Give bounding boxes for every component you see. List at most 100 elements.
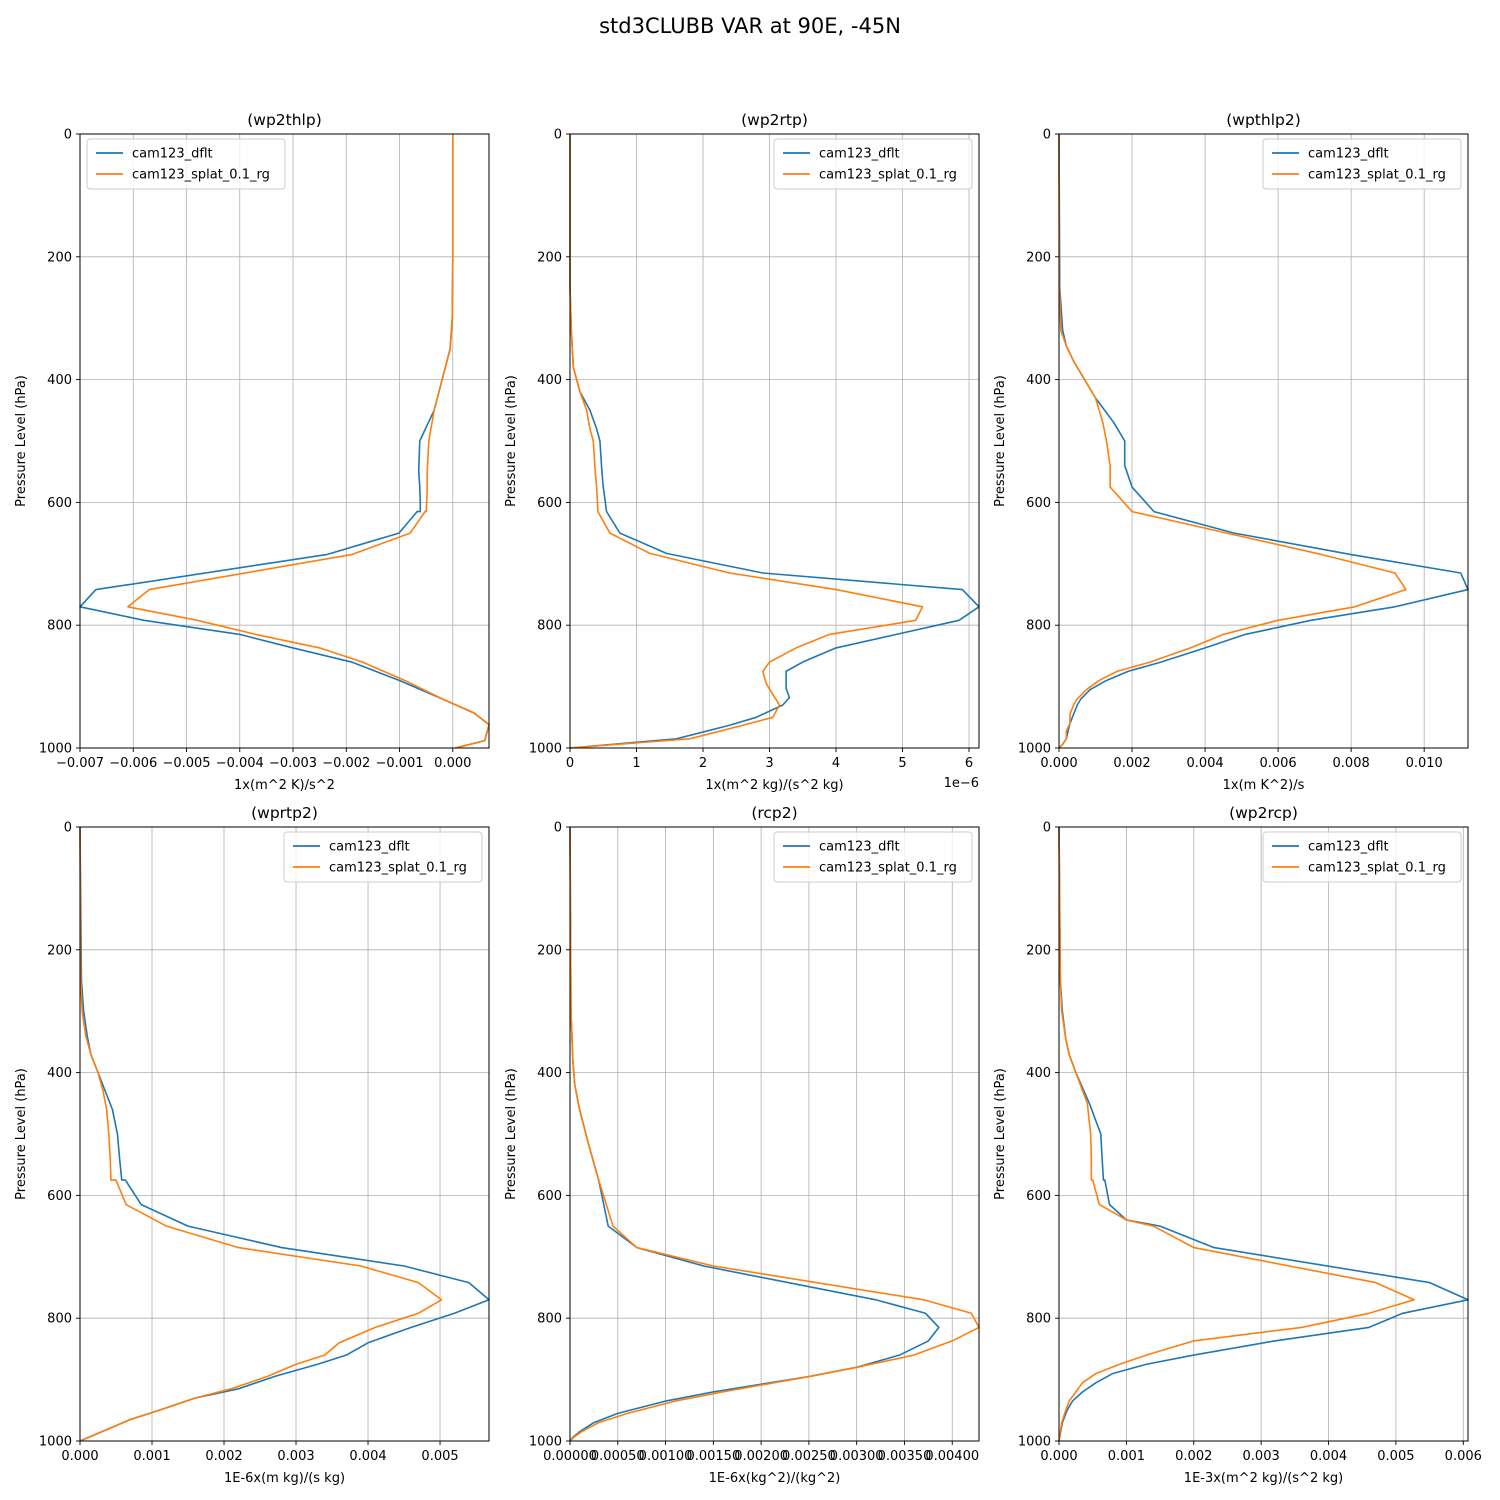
x-tick-label: 0.004 — [349, 1449, 386, 1464]
x-tick-label: 0.00350 — [878, 1449, 932, 1464]
y-tick-label: 200 — [1026, 250, 1051, 265]
legend: cam123_dflt cam123_splat_0.1_rg — [773, 831, 973, 883]
x-tick-label: 0.008 — [1333, 756, 1370, 771]
x-tick-label: −0.004 — [216, 756, 264, 771]
y-tick-label: 1000 — [1018, 1435, 1051, 1450]
y-tick-label: 200 — [47, 943, 72, 958]
y-tick-label: 800 — [1026, 1312, 1051, 1327]
axes-frame — [1058, 133, 1469, 749]
subplot-title: (rcp2) — [751, 804, 797, 822]
y-tick-label: 600 — [47, 1189, 72, 1204]
subplot-title: (wpthlp2) — [1226, 111, 1301, 129]
legend-box — [1262, 138, 1462, 190]
legend-entry: cam123_splat_0.1_rg — [819, 168, 957, 183]
legend-entry: cam123_dflt — [819, 147, 900, 162]
legend-box — [86, 138, 286, 190]
y-tick-label: 200 — [537, 943, 562, 958]
legend-entry: cam123_dflt — [1308, 147, 1389, 162]
x-tick-label: 0.00400 — [925, 1449, 979, 1464]
x-axis-label: 1E-3x(m^2 kg)/(s^2 kg) — [1184, 1471, 1343, 1486]
y-tick-label: 200 — [47, 250, 72, 265]
x-tick-label: 0 — [566, 756, 574, 771]
y-tick-label: 1000 — [39, 1435, 72, 1450]
axes-frame — [1058, 826, 1469, 1442]
x-tick-label: 0.00200 — [734, 1449, 788, 1464]
y-axis-label: Pressure Level (hPa) — [993, 1068, 1008, 1200]
y-axis-label: Pressure Level (hPa) — [993, 375, 1008, 507]
x-tick-label: −0.001 — [375, 756, 423, 771]
plot-area — [1059, 134, 1468, 748]
x-tick-label: 0.000 — [434, 756, 471, 771]
x-tick-label: 0.000 — [1040, 756, 1077, 771]
y-tick-label: 1000 — [529, 1435, 562, 1450]
x-axis-label: 1E-6x(kg^2)/(kg^2) — [709, 1471, 841, 1486]
legend: cam123_dflt cam123_splat_0.1_rg — [86, 138, 286, 190]
legend: cam123_dflt cam123_splat_0.1_rg — [1262, 138, 1462, 190]
series-line-cam123-splat-0-1-rg — [569, 826, 980, 1442]
legend-entry: cam123_dflt — [1308, 840, 1389, 855]
plot-area — [1059, 827, 1468, 1441]
subplot-6: 0.000 0.001 0.002 0.003 0.004 0.005 0.006 0 200 4… — [993, 804, 1482, 1486]
x-tick-label: 0.006 — [1259, 756, 1296, 771]
y-tick-label: 200 — [537, 250, 562, 265]
x-tick-label: −0.006 — [109, 756, 157, 771]
series-line-cam123-splat-0-1-rg — [1058, 826, 1415, 1442]
x-tick-label: 6 — [965, 756, 973, 771]
y-axis-label: Pressure Level (hPa) — [504, 1068, 519, 1200]
subplot-3: 0.000 0.002 0.004 0.006 0.008 0.010 0 200 400 600… — [993, 111, 1469, 793]
subplot-1: −0.007 −0.006 −0.005 −0.004 −0.003 −0.002 −0.0… — [14, 111, 490, 793]
x-tick-label: 0.00100 — [639, 1449, 693, 1464]
x-tick-label: 0.00000 — [543, 1449, 597, 1464]
legend-entry: cam123_dflt — [132, 147, 213, 162]
y-tick-label: 1000 — [39, 742, 72, 757]
x-tick-label: 0.004 — [1310, 1449, 1347, 1464]
y-tick-label: 600 — [1026, 1189, 1051, 1204]
subplot-title: (wp2rcp) — [1229, 804, 1298, 822]
y-tick-label: 400 — [537, 1066, 562, 1081]
series-line-cam123-dflt — [569, 134, 980, 749]
legend-entry: cam123_dflt — [819, 840, 900, 855]
subplot-title: (wp2thlp) — [247, 111, 322, 129]
x-tick-label: 0.003 — [277, 1449, 314, 1464]
x-tick-label: 0.006 — [1445, 1449, 1482, 1464]
y-tick-label: 0 — [554, 821, 562, 836]
legend: cam123_dflt cam123_splat_0.1_rg — [283, 831, 483, 883]
x-tick-label: 0.000 — [1040, 1449, 1077, 1464]
x-tick-label: 0.002 — [1175, 1449, 1212, 1464]
legend: cam123_dflt cam123_splat_0.1_rg — [773, 138, 973, 190]
x-tick-label: 5 — [898, 756, 906, 771]
legend-box — [283, 831, 483, 883]
y-tick-label: 800 — [537, 1312, 562, 1327]
x-tick-label: 4 — [832, 756, 840, 771]
legend-entry: cam123_splat_0.1_rg — [1308, 861, 1446, 876]
axes-frame — [79, 133, 490, 749]
y-tick-label: 800 — [47, 619, 72, 634]
y-tick-label: 400 — [1026, 373, 1051, 388]
x-tick-label: 0.002 — [1113, 756, 1150, 771]
x-tick-label: 0.00300 — [830, 1449, 884, 1464]
y-tick-label: 600 — [47, 496, 72, 511]
y-tick-label: 1000 — [1018, 742, 1051, 757]
y-tick-label: 200 — [1026, 943, 1051, 958]
subplot-2: 0 1 2 3 4 5 6 0 200 400 600 800 1000 (wp2rtp) 1x(m^2 k… — [504, 111, 980, 793]
y-tick-label: 800 — [1026, 619, 1051, 634]
x-axis-label: 1x(m^2 K)/s^2 — [234, 778, 335, 793]
y-tick-label: 400 — [537, 373, 562, 388]
x-tick-label: 0.005 — [421, 1449, 458, 1464]
subplot-title: (wp2rtp) — [741, 111, 808, 129]
x-tick-label: 0.00050 — [591, 1449, 645, 1464]
x-axis-label: 1x(m K^2)/s — [1223, 778, 1305, 793]
y-tick-label: 400 — [1026, 1066, 1051, 1081]
legend-entry: cam123_dflt — [329, 840, 410, 855]
legend-box — [773, 831, 973, 883]
y-tick-label: 400 — [47, 373, 72, 388]
y-axis-label: Pressure Level (hPa) — [504, 375, 519, 507]
plot-area — [80, 134, 489, 748]
x-tick-label: 2 — [699, 756, 707, 771]
y-axis-label: Pressure Level (hPa) — [14, 1068, 29, 1200]
legend-box — [1262, 831, 1462, 883]
x-tick-label: 1 — [632, 756, 640, 771]
plot-area — [80, 827, 489, 1441]
